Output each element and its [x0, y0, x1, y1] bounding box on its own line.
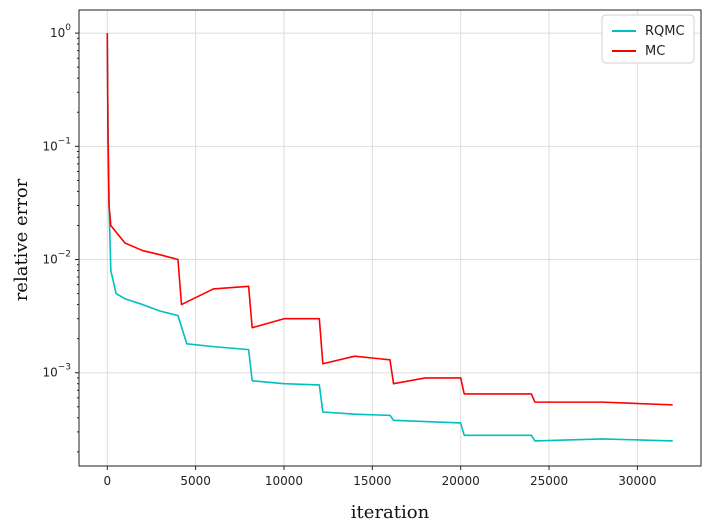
x-tick-label: 25000 — [530, 474, 568, 488]
y-axis-title: relative error — [11, 178, 32, 301]
y-tick-label: 10−3 — [42, 363, 71, 380]
legend: RQMC MC — [601, 14, 695, 64]
series-line-mc — [106, 33, 673, 406]
series-line-rqmc — [106, 33, 673, 442]
legend-label-mc: MC — [645, 44, 665, 59]
plot-area-background — [79, 10, 701, 466]
y-tick-exponent: −2 — [58, 250, 71, 260]
x-axis-title: iteration — [351, 502, 430, 523]
y-tick-exponent: −3 — [58, 363, 71, 373]
x-tick-label: 5000 — [180, 474, 211, 488]
x-tick-label: 0 — [103, 474, 111, 488]
y-tick-base: 10 — [42, 139, 57, 153]
legend-label-rqmc: RQMC — [645, 24, 685, 39]
grid-layer — [79, 10, 701, 466]
y-tick-label: 10−2 — [42, 250, 71, 267]
y-tick-exponent: −1 — [58, 136, 71, 146]
x-tick-label: 10000 — [265, 474, 303, 488]
axis-layer: 0 5000 10000 15000 20000 25000 3000010010−110−… — [42, 23, 656, 488]
x-tick-label: 20000 — [442, 474, 480, 488]
y-tick-base: 10 — [50, 26, 65, 40]
x-tick-label: 15000 — [353, 474, 391, 488]
y-tick-base: 10 — [42, 253, 57, 267]
x-tick-label: 30000 — [618, 474, 656, 488]
y-tick-base: 10 — [42, 366, 57, 380]
y-tick-label: 100 — [50, 23, 71, 40]
y-tick-exponent: 0 — [65, 23, 71, 33]
plot-frame — [78, 9, 702, 467]
series-layer — [106, 33, 673, 442]
y-tick-label: 10−1 — [42, 136, 71, 153]
